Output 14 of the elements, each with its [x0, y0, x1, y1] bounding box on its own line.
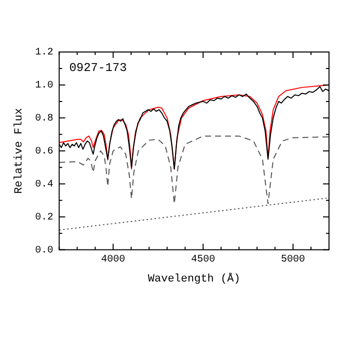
- x-tick-label: 5000: [281, 254, 306, 266]
- x-tick-label: 4500: [191, 254, 216, 266]
- y-tick-label: 0.8: [35, 114, 54, 125]
- x-axis-title: Wavelength (Å): [148, 272, 240, 286]
- y-tick-label: 0.6: [35, 146, 54, 158]
- y-tick-label: 1.2: [35, 48, 54, 59]
- x-tick-label: 4000: [101, 254, 126, 266]
- y-axis-title: Relative Flux: [14, 108, 26, 194]
- annotation: 0927-173: [69, 61, 127, 76]
- y-tick-label: 1.0: [35, 80, 54, 92]
- y-tick-label: 0.2: [35, 212, 54, 224]
- y-tick-label: 0.0: [35, 245, 54, 256]
- line-series: [59, 136, 329, 204]
- y-tick-label: 0.4: [35, 180, 54, 191]
